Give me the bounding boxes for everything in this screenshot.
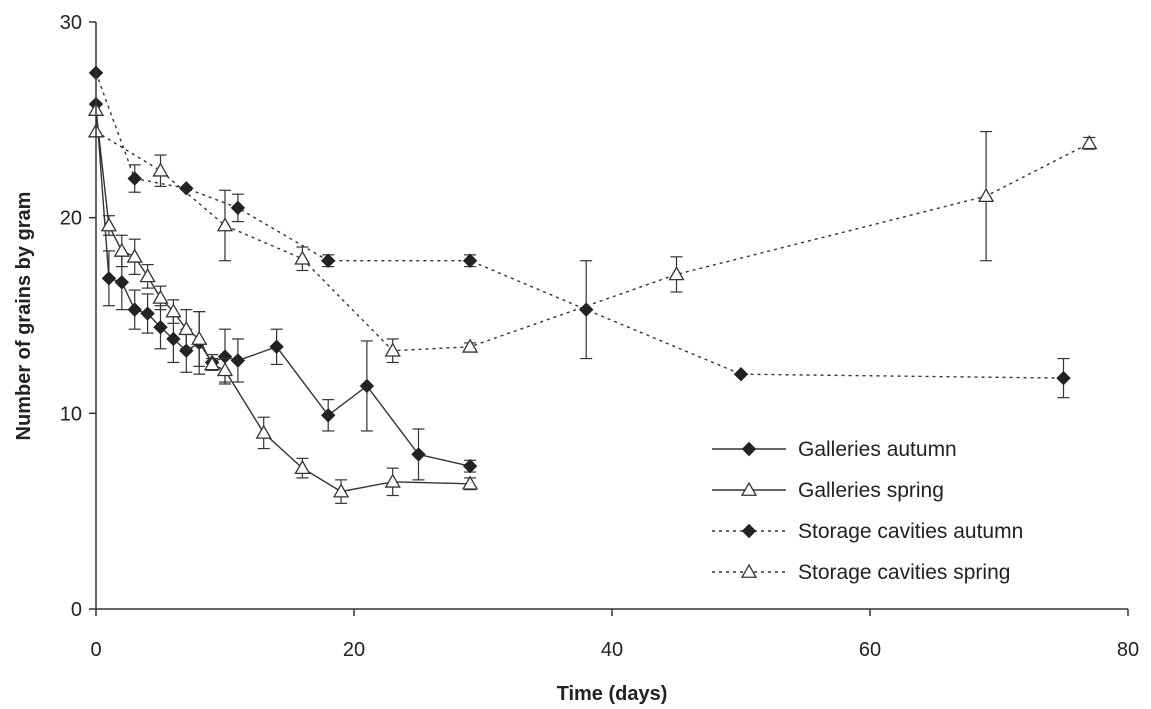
y-tick-label: 30 — [60, 12, 82, 34]
data-point — [461, 338, 479, 353]
axes: 0 10 20 30 0 20 40 60 80 — [60, 12, 1139, 661]
data-point — [113, 242, 130, 257]
legend-marker — [741, 523, 757, 539]
data-point — [126, 248, 143, 263]
x-tick-label: 0 — [90, 639, 101, 661]
data-point — [1081, 135, 1098, 150]
data-point — [255, 424, 272, 439]
data-point — [359, 378, 375, 394]
data-point — [384, 473, 401, 488]
series-2 — [87, 101, 479, 504]
legend-label: Storage cavities autumn — [798, 520, 1023, 543]
data-point — [230, 200, 246, 216]
data-point — [977, 187, 995, 203]
x-tick-label: 60 — [859, 639, 881, 661]
y-tick-label: 0 — [71, 599, 82, 621]
legend-label: Galleries spring — [798, 479, 944, 502]
data-point — [461, 475, 479, 490]
data-point — [462, 253, 478, 268]
x-axis-title: Time (days) — [557, 683, 668, 705]
data-point — [269, 339, 284, 355]
data-point — [216, 361, 234, 377]
x-tick-label: 80 — [1117, 639, 1139, 661]
data-point — [230, 353, 246, 368]
data-point — [384, 342, 401, 357]
data-point — [101, 271, 117, 286]
data-point — [216, 217, 234, 232]
series-3 — [88, 65, 1071, 399]
data-point — [578, 302, 594, 317]
legend-marker — [740, 563, 758, 578]
data-point — [294, 459, 311, 475]
data-point — [153, 320, 168, 335]
x-tick-label: 20 — [343, 639, 365, 661]
legend: Galleries autumn Galleries spring Storage … — [712, 438, 1023, 584]
data-point — [332, 483, 350, 498]
data-point — [100, 217, 118, 232]
legend-item: Storage cavities spring — [712, 561, 1010, 584]
data-point — [203, 356, 221, 371]
y-axis-title: Number of grains by gram — [13, 192, 35, 441]
data-point — [462, 458, 478, 474]
data-point — [191, 330, 208, 345]
data-point — [166, 331, 181, 347]
x-tick-label: 40 — [601, 639, 623, 661]
legend-marker — [740, 481, 758, 496]
data-point — [668, 266, 685, 281]
y-tick-label: 10 — [60, 403, 82, 425]
y-tick-label: 20 — [60, 208, 82, 230]
data-point — [733, 366, 749, 382]
plot-area — [87, 65, 1098, 504]
data-point — [320, 408, 336, 423]
data-point — [127, 302, 142, 317]
data-point — [165, 303, 182, 318]
data-point — [127, 171, 142, 186]
series-line — [95, 72, 1064, 379]
legend-item: Galleries spring — [712, 479, 944, 502]
legend-marker — [741, 441, 757, 457]
data-point — [152, 162, 169, 177]
data-point — [411, 447, 426, 462]
legend-item: Galleries autumn — [712, 438, 957, 461]
data-point — [320, 253, 336, 268]
legend-label: Galleries autumn — [798, 438, 957, 461]
data-point — [140, 306, 155, 321]
series-line — [95, 109, 471, 493]
legend-item: Storage cavities autumn — [712, 520, 1023, 543]
series-line — [95, 130, 1090, 352]
series-4 — [87, 123, 1098, 364]
data-point — [1056, 370, 1071, 386]
data-point — [179, 181, 194, 196]
data-point — [178, 320, 195, 336]
data-point — [152, 289, 169, 304]
data-point — [294, 250, 311, 265]
series-1 — [88, 96, 478, 481]
legend-label: Storage cavities spring — [798, 561, 1010, 584]
data-point — [139, 268, 156, 283]
data-point — [114, 275, 130, 290]
